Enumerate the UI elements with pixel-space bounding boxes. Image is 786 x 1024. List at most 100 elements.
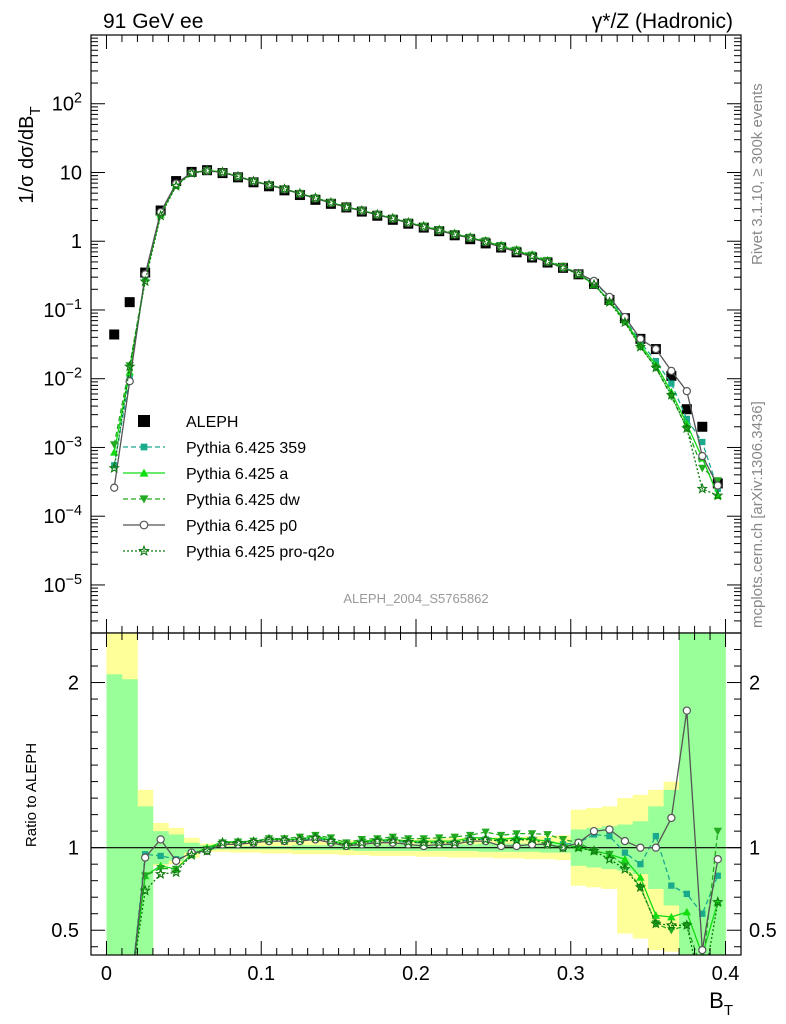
legend-entry: Pythia 6.425 p0 (123, 518, 297, 535)
ratio-point (699, 910, 706, 917)
main-point (651, 344, 661, 354)
main-point (201, 164, 213, 176)
ratio-point (665, 919, 678, 931)
main-point (309, 192, 322, 203)
ratio-point (541, 838, 554, 850)
main-point (683, 415, 690, 423)
band-bin (694, 633, 711, 955)
ratio-point (512, 830, 521, 838)
ratio-y-tick-label-right: 2 (749, 673, 760, 695)
main-point (185, 167, 198, 179)
ratio-point (387, 834, 399, 846)
ratio-point (464, 833, 476, 845)
main-point (154, 209, 167, 221)
main-point (698, 451, 707, 461)
main-point (697, 421, 708, 432)
ratio-y-tick-label: 0.5 (51, 920, 79, 942)
main-point (665, 389, 678, 400)
main-series-line (113, 170, 719, 497)
main-point (278, 183, 291, 194)
ratio-panel: 0 0.1 0.2 0.3 0.4 0.5 0.5 1 1 2 2 Ratio to ALEPH B… (23, 632, 777, 1019)
ratio-point (620, 855, 630, 863)
rivet-label: Rivet 3.1.10, ≥ 300k events (749, 83, 766, 265)
main-point (541, 256, 554, 267)
ratio-point (667, 912, 676, 921)
legend-marker (137, 544, 151, 557)
ratio-point (170, 866, 182, 878)
main-point (110, 441, 119, 449)
legend-entry: Pythia 6.425 dw (123, 492, 300, 509)
ratio-point (698, 945, 707, 955)
ratio-y-tick-label-right: 1 (749, 838, 760, 860)
main-point (572, 268, 585, 280)
band-bin (137, 806, 154, 955)
band-bin (679, 633, 695, 955)
ratio-series-line (134, 837, 719, 955)
main-point (634, 340, 647, 352)
main-point (464, 231, 476, 243)
x-axis-label: BT (709, 988, 733, 1019)
analysis-watermark: ALEPH_2004_S5765862 (343, 591, 488, 606)
ratio-point (263, 833, 275, 845)
main-point (713, 481, 722, 490)
ratio-point (154, 868, 167, 879)
legend-label: Pythia 6.425 a (186, 466, 288, 483)
main-point (371, 208, 383, 220)
ratio-point (558, 836, 568, 844)
ratio-point (294, 833, 306, 845)
ratio-point (278, 834, 291, 846)
main-y-tick-label: 10 (60, 162, 82, 184)
header-right: γ*/Z (Hadronic) (592, 10, 733, 33)
main-point (696, 482, 708, 494)
ratio-point (650, 917, 662, 929)
legend-label: Pythia 6.425 p0 (186, 518, 297, 535)
ratio-point (479, 833, 492, 845)
main-point (325, 196, 337, 208)
main-y-tick-label: 102 (52, 91, 82, 116)
ratio-point (683, 890, 690, 898)
ratio-point (526, 833, 538, 845)
ratio-point (621, 849, 629, 856)
ratio-point (712, 896, 724, 907)
ratio-point (340, 839, 353, 851)
main-y-tick-label: 10−3 (43, 434, 82, 459)
main-point (588, 278, 600, 290)
main-point (682, 386, 692, 396)
main-point (110, 448, 119, 456)
ratio-point (187, 848, 196, 857)
main-point (340, 201, 353, 212)
main-y-tick-label: 10−4 (43, 503, 82, 528)
ratio-point (157, 852, 164, 860)
ratio-point (652, 832, 660, 840)
main-point (124, 297, 135, 308)
ratio-point (589, 826, 599, 836)
ratio-point (402, 835, 414, 847)
main-point (619, 316, 631, 328)
main-point (139, 275, 151, 287)
ratio-series-line (134, 710, 719, 955)
main-y-tick-label: 10−5 (43, 572, 82, 597)
main-point (108, 462, 120, 473)
ratio-y-tick-label-right: 0.5 (749, 920, 777, 942)
main-point (387, 212, 399, 224)
ratio-point (634, 881, 647, 893)
ratio-point (651, 843, 661, 852)
main-point (681, 404, 692, 415)
ratio-point (713, 827, 722, 836)
main-point (110, 483, 119, 492)
ratio-point (620, 836, 630, 846)
x-tick-label: 0.4 (712, 963, 740, 985)
main-panel: 10−5 10−4 10−3 10−2 10−1 1 10 102 1/σ dσ/dBT AL… (16, 34, 742, 634)
ratio-point (433, 836, 445, 848)
main-point (109, 329, 120, 340)
ratio-series-line (134, 831, 719, 955)
main-point (356, 204, 368, 216)
ratio-point (636, 873, 645, 881)
main-point (433, 224, 445, 236)
main-point (699, 438, 706, 446)
main-point (479, 235, 492, 247)
main-point (526, 250, 538, 261)
main-point (495, 240, 507, 252)
ratio-point (371, 835, 383, 846)
main-point (170, 180, 182, 191)
